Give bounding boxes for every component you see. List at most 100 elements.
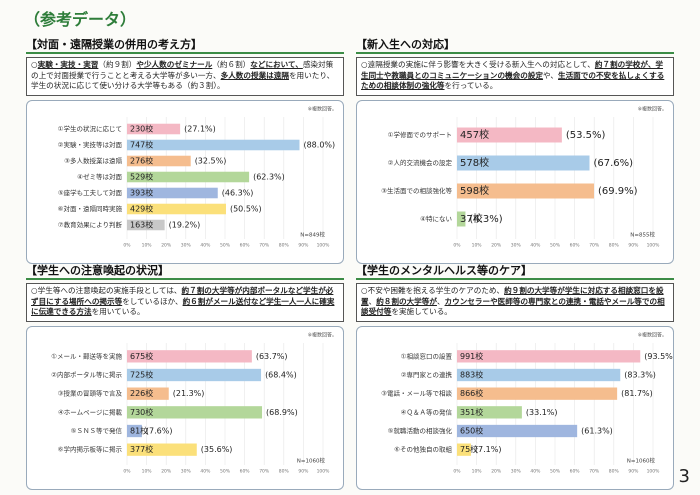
description-text: や、 <box>543 70 558 80</box>
category-label: ③生活面での相談強化等 <box>381 186 452 195</box>
description-text: 約８割の大学等が <box>376 296 437 306</box>
note: ※複数回答。 <box>638 332 667 339</box>
value-label: (81.7%) <box>621 389 653 398</box>
x-tick-label: 100% <box>647 469 661 475</box>
x-tick-label: 80% <box>609 469 620 475</box>
count-label: 650校 <box>460 426 483 436</box>
x-tick-label: 80% <box>279 469 290 475</box>
panel-title: 【学生のメンタルヘルス等のケア】 <box>356 262 674 280</box>
value-label: (67.6%) <box>593 158 633 169</box>
x-tick-label: 30% <box>181 243 192 249</box>
x-tick-label: 0% <box>123 469 131 475</box>
count-label: 163校 <box>130 220 153 230</box>
bar <box>457 368 621 382</box>
description: ○遠隔授業の実施に伴う影響を大きく受ける新入生への対応として、約７割の学校が、学… <box>356 57 674 96</box>
x-tick-label: 100% <box>647 243 661 249</box>
count-label: 457校 <box>460 128 489 141</box>
value-label: (33.1%) <box>526 408 558 417</box>
n-label: N=1060校 <box>297 457 326 465</box>
x-tick-label: 10% <box>142 243 153 249</box>
value-label: (62.3%) <box>253 173 285 182</box>
category-label: ④特にない <box>420 214 452 223</box>
category-label: ⑥その他独自の取組 <box>394 445 452 454</box>
x-tick-label: 70% <box>259 469 270 475</box>
description-text: などにおいて、 <box>250 60 303 69</box>
panel: 【学生への注意喚起の状況】 ○学生等への注意喚起の実施手段としては、約７割の大学等… <box>26 262 344 490</box>
chart: ※複数回答。 0% 10% 20% 30% 40% 50% 60% 70% 80% 90% 100% ①… <box>58 106 337 249</box>
bar <box>457 211 466 227</box>
chart: ※複数回答。 0% 10% 20% 30% 40% 50% 60% 70% 80% 90% 100% ①… <box>381 332 676 475</box>
x-tick-label: 10% <box>472 243 483 249</box>
value-label: (7.1%) <box>475 445 502 454</box>
x-tick-label: 100% <box>317 243 331 249</box>
n-label: N=1060校 <box>627 457 656 465</box>
n-label: N=849校 <box>300 231 325 239</box>
description-text: を用いている。 <box>91 307 145 316</box>
value-label: (63.7%) <box>256 352 288 361</box>
bar <box>127 406 263 419</box>
panel: 【学生のメンタルヘルス等のケア】 ○不安や困難を抱える学生のケアのため、約９割の大… <box>356 262 676 490</box>
value-label: (68.4%) <box>265 371 297 380</box>
bar <box>457 406 522 419</box>
description-text: を用いたり、学生の状況に応じて使い分ける大学等もある（約３割）。 <box>31 70 335 91</box>
description-text: 、 <box>436 296 445 306</box>
x-tick-label: 30% <box>511 243 522 249</box>
x-tick-label: 30% <box>181 469 192 475</box>
x-tick-label: 70% <box>589 469 600 475</box>
category-label: ⑥対面・遠隔同時実施 <box>58 204 123 213</box>
value-label: (88.0%) <box>303 141 335 150</box>
x-tick-label: 40% <box>200 469 211 475</box>
description-text: ○遠隔授業の実施に伴う影響を大きく受ける新入生への対応として、 <box>361 60 595 69</box>
count-label: 81校 <box>130 426 148 436</box>
value-label: (27.1%) <box>184 125 216 134</box>
x-tick-label: 30% <box>511 469 522 475</box>
category-label: ④ホームページに掲載 <box>58 407 123 416</box>
category-label: ①学生の状況に応じて <box>58 124 122 133</box>
description: ○実験・実技・実習（約９割）や少人数のゼミナール（約６割）などにおいて、感染対策… <box>26 57 344 96</box>
x-tick-label: 20% <box>491 469 502 475</box>
value-label: (35.6%) <box>201 445 233 454</box>
description-text: ○不安や困難を抱える学生のケアのため、 <box>361 286 505 295</box>
description-text: 多人数の授業は遠隔 <box>220 70 289 80</box>
bar <box>457 155 590 171</box>
bar <box>127 368 262 382</box>
x-tick-label: 0% <box>453 243 461 249</box>
note: ※複数回答。 <box>308 332 337 339</box>
value-label: (4.3%) <box>469 214 502 225</box>
x-tick-label: 80% <box>279 243 290 249</box>
note: ※複数回答。 <box>638 106 667 113</box>
chart-box: ※複数回答。 0% 10% 20% 30% 40% 50% 60% 70% 80% 90% 100% ①… <box>26 326 344 490</box>
count-label: 393校 <box>130 188 153 198</box>
description-text: ○学生等への注意喚起の実施手段としては、 <box>31 286 182 295</box>
chart-box: ※複数回答。 0% 10% 20% 30% 40% 50% 60% 70% 80% 90% 100% ①… <box>356 100 674 264</box>
category-label: ①メール・郵送等を実施 <box>51 351 122 360</box>
bar <box>127 203 226 215</box>
count-label: 725校 <box>130 370 153 380</box>
bar <box>457 424 578 438</box>
category-label: ②専門家との連携 <box>401 370 453 379</box>
bar <box>127 424 142 438</box>
value-label: (21.3%) <box>173 389 205 398</box>
category-label: ①学修面でのサポート <box>388 130 452 139</box>
n-label: N=855校 <box>630 231 655 239</box>
value-label: (46.3%) <box>222 189 254 198</box>
x-tick-label: 100% <box>317 469 331 475</box>
bar <box>457 443 471 456</box>
x-tick-label: 60% <box>240 243 251 249</box>
category-label: ②内部ポータル等に掲示 <box>51 370 122 379</box>
value-label: (19.2%) <box>169 221 201 230</box>
x-tick-label: 60% <box>240 469 251 475</box>
count-label: 675校 <box>130 351 153 361</box>
category-label: ②人的交流機会の設定 <box>388 158 453 167</box>
x-tick-label: 80% <box>609 243 620 249</box>
note: ※複数回答。 <box>308 106 337 113</box>
bar <box>127 187 218 199</box>
value-label: (68.9%) <box>266 408 298 417</box>
doc-title: （参考データ） <box>24 10 137 29</box>
bar <box>457 387 618 400</box>
category-label: ③授業の冒頭等で言及 <box>58 389 123 398</box>
description-text: カウンセラーや医師等の専門家との連携・電話やメール等での相談受付等 <box>361 296 665 317</box>
count-label: 37校 <box>460 212 483 225</box>
bar <box>127 387 169 400</box>
